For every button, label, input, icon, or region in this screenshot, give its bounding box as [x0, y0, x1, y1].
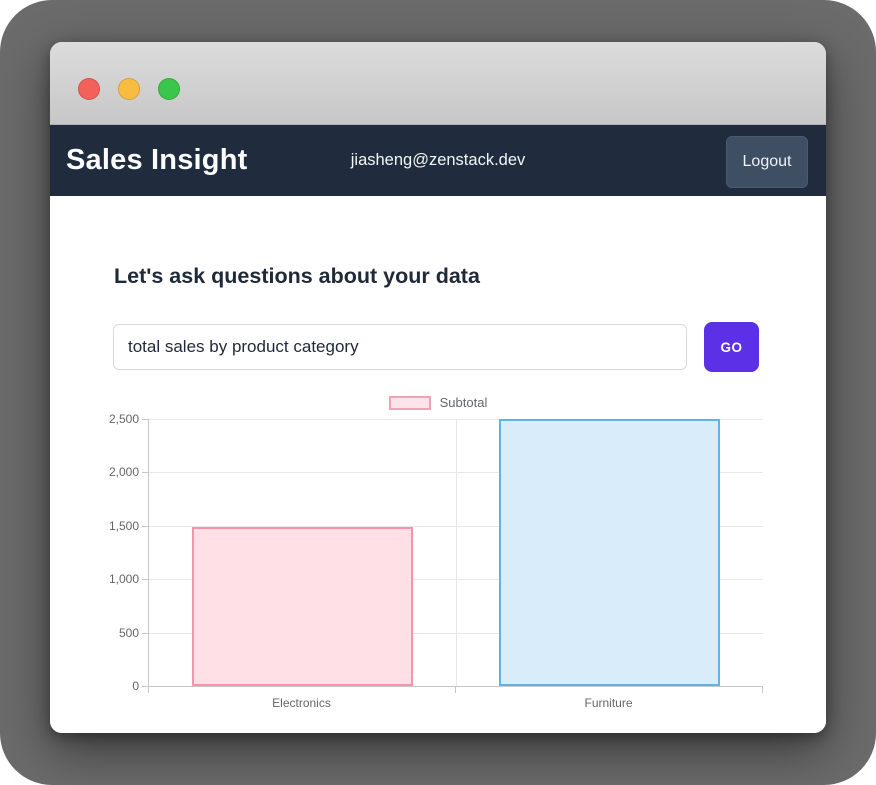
y-tick-mark: [142, 686, 148, 687]
y-tick-mark: [142, 632, 148, 634]
main-content: Let's ask questions about your data GO S…: [50, 196, 826, 733]
go-button[interactable]: GO: [704, 322, 759, 372]
x-tick-mark: [455, 687, 456, 693]
query-input[interactable]: [113, 324, 687, 370]
app-window: Sales Insight jiasheng@zenstack.dev Logo…: [50, 42, 826, 733]
chart-legend-item[interactable]: Subtotal: [50, 395, 826, 410]
close-window-button[interactable]: [78, 78, 100, 100]
y-axis-label: 1,500: [108, 518, 139, 533]
page-title: Let's ask questions about your data: [114, 264, 480, 288]
x-axis-label: Furniture: [584, 696, 633, 710]
y-tick-mark: [142, 579, 148, 581]
y-axis-label: 2,000: [108, 465, 139, 480]
bar-furniture[interactable]: [498, 419, 720, 686]
logout-button[interactable]: Logout: [726, 136, 808, 188]
gridline-vertical: [456, 419, 457, 686]
y-tick-mark: [142, 525, 148, 527]
window-titlebar[interactable]: [50, 42, 826, 125]
legend-swatch: [388, 395, 431, 410]
x-tick-mark: [148, 687, 149, 693]
y-axis-label: 2,500: [108, 412, 139, 426]
y-tick-mark: [142, 419, 148, 420]
y-axis-label: 500: [118, 625, 139, 640]
y-tick-mark: [142, 472, 148, 474]
x-tick-mark: [762, 687, 763, 693]
x-axis-labels: Electronics Furniture: [148, 686, 762, 710]
minimize-window-button[interactable]: [118, 78, 140, 100]
chart-plot: 0 500 1,000 1,500 2,000 2,500: [109, 412, 763, 693]
bar-electronics[interactable]: [191, 526, 413, 686]
maximize-window-button[interactable]: [158, 78, 180, 100]
app-title: Sales Insight: [66, 144, 248, 176]
user-email: jiasheng@zenstack.dev: [350, 151, 526, 169]
x-axis-label: Electronics: [272, 696, 331, 710]
legend-label: Subtotal: [439, 395, 488, 410]
navbar: Sales Insight jiasheng@zenstack.dev Logo…: [50, 125, 826, 196]
y-axis-label: 0: [132, 679, 139, 693]
y-axis-label: 1,000: [108, 572, 139, 587]
